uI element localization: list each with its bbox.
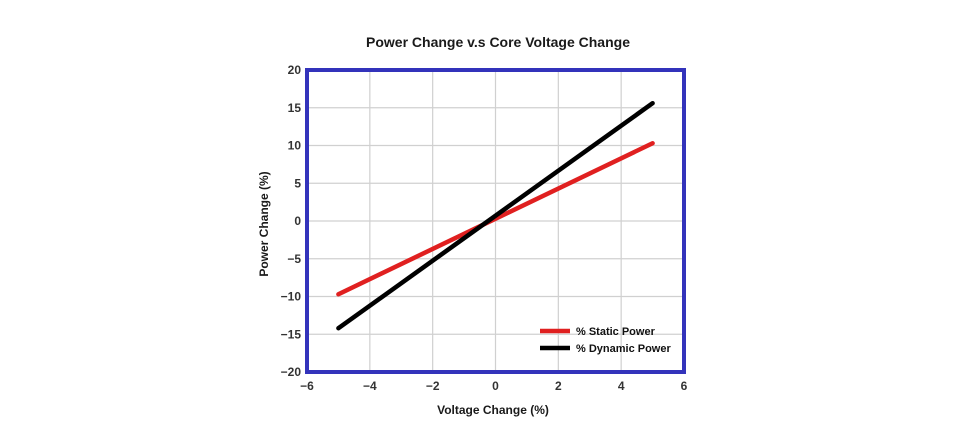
chart-title: Power Change v.s Core Voltage Change [366, 34, 630, 50]
series-line-0 [336, 140, 655, 297]
x-tick-label: −4 [363, 379, 377, 393]
x-axis-ticks: −6 −4 −2 0 2 4 6 [300, 379, 688, 393]
legend: % Static Power % Dynamic Power [540, 326, 671, 355]
y-tick-label: 10 [288, 139, 302, 153]
x-tick-label: 0 [492, 379, 499, 393]
y-tick-label: 5 [294, 176, 301, 190]
y-tick-label: 15 [288, 101, 302, 115]
x-tick-label: 6 [681, 379, 688, 393]
x-tick-label: −2 [426, 379, 440, 393]
series-line-1 [336, 100, 655, 331]
x-tick-label: 4 [618, 379, 625, 393]
x-tick-label: 2 [555, 379, 562, 393]
plot-frame [305, 68, 686, 374]
y-tick-label: −5 [287, 252, 301, 266]
legend-label-1: % Dynamic Power [576, 343, 671, 355]
y-tick-label: −15 [281, 327, 302, 341]
y-tick-label: 20 [288, 63, 302, 77]
y-axis-ticks: −20 −15 −10 −5 0 5 10 15 20 [281, 63, 302, 379]
y-tick-label: −20 [281, 365, 302, 379]
y-tick-label: 0 [294, 214, 301, 228]
series-lines [336, 100, 655, 331]
y-tick-label: −10 [281, 290, 302, 304]
x-tick-label: −6 [300, 379, 314, 393]
x-axis-title: Voltage Change (%) [437, 403, 549, 417]
y-axis-title: Power Change (%) [257, 171, 271, 276]
legend-label-0: % Static Power [576, 326, 656, 338]
